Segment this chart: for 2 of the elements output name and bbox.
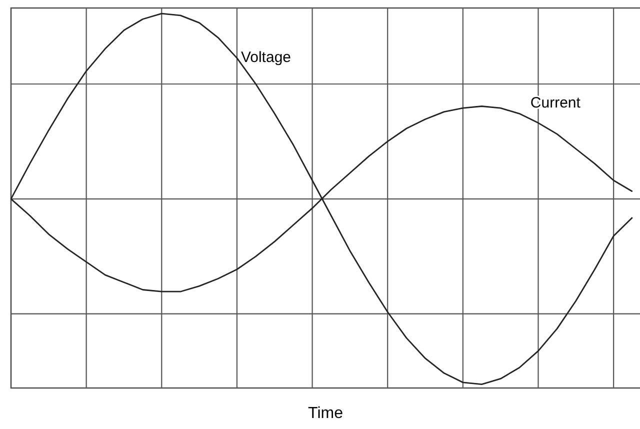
x-axis-title: Time [308, 405, 344, 422]
series-label: Voltage [240, 49, 292, 66]
